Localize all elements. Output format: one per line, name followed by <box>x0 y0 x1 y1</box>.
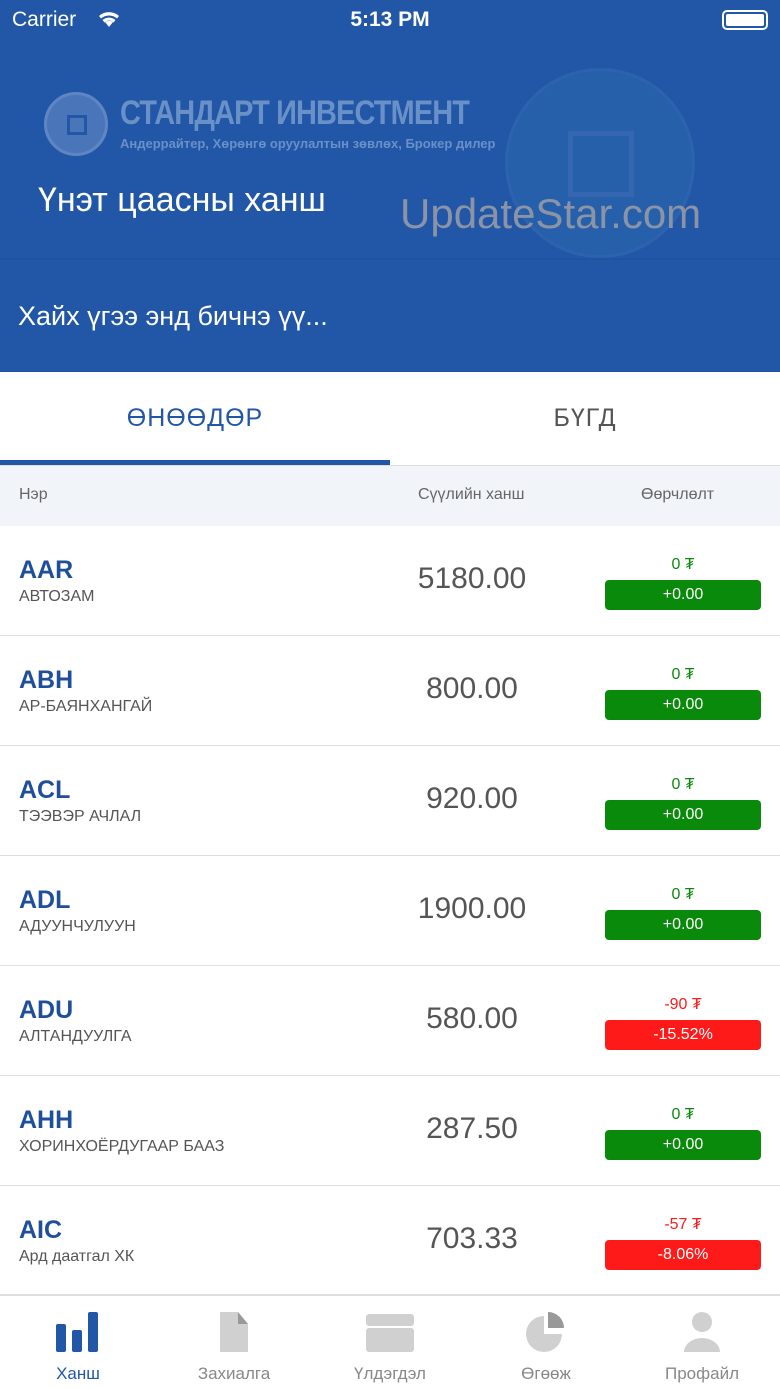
stock-symbol: AHH <box>19 1106 74 1134</box>
search-input[interactable] <box>18 294 758 338</box>
column-change: Өөрчлөлт <box>641 486 715 503</box>
wallet-icon <box>366 1314 414 1352</box>
table-header: Нэр Сүүлийн ханш Өөрчлөлт <box>0 466 780 526</box>
change-percent-badge: -15.52% <box>605 1020 761 1050</box>
stock-name: ТЭЭВЭР АЧЛАЛ <box>19 808 142 825</box>
logo-title: СТАНДАРТ ИНВЕСТМЕНТ <box>120 94 470 132</box>
stock-symbol: ADU <box>19 996 74 1024</box>
table-row[interactable]: ACL ТЭЭВЭР АЧЛАЛ 920.00 0 ₮ +0.00 <box>0 746 780 856</box>
tabs: ӨНӨӨДӨР БҮГД <box>0 372 780 466</box>
nav-item-profile[interactable]: Профайл <box>624 1296 780 1389</box>
last-price: 5180.00 <box>417 562 527 595</box>
tab-bar: Ханш Захиалга Үлдэгдэл Өгөөж Профайл <box>0 1294 780 1387</box>
column-last-price: Сүүлийн ханш <box>418 486 525 503</box>
last-price: 1900.00 <box>417 892 527 925</box>
stock-symbol: ABH <box>19 666 74 694</box>
tab-today[interactable]: ӨНӨӨДӨР <box>126 404 264 432</box>
change-percent-badge: -8.06% <box>605 1240 761 1270</box>
table-row[interactable]: AAR АВТОЗАМ 5180.00 0 ₮ +0.00 <box>0 526 780 636</box>
stock-symbol: ADL <box>19 886 71 914</box>
table-row[interactable]: AIC Ард даатгал ХК 703.33 -57 ₮ -8.06% <box>0 1186 780 1296</box>
background-logo-icon <box>505 68 695 258</box>
stock-name: ХОРИНХОЁРДУГААР БААЗ <box>19 1138 225 1155</box>
stock-name: АЛТАНДУУЛГА <box>19 1028 132 1045</box>
nav-item-balance[interactable]: Үлдэгдэл <box>312 1296 468 1389</box>
search-bar <box>0 258 780 372</box>
nav-label: Захиалга <box>197 1364 271 1383</box>
nav-item-rates[interactable]: Ханш <box>0 1296 156 1389</box>
change-amount: 0 ₮ <box>671 776 695 793</box>
table-row[interactable]: ABH АР-БАЯНХАНГАЙ 800.00 0 ₮ +0.00 <box>0 636 780 746</box>
page-title: Үнэт цаасны ханш <box>38 181 326 219</box>
change-percent-badge: +0.00 <box>605 1130 761 1160</box>
battery-icon <box>722 10 768 30</box>
wifi-icon <box>99 12 119 27</box>
nav-item-orders[interactable]: Захиалга <box>156 1296 312 1389</box>
stock-symbol: AAR <box>19 556 74 584</box>
nav-label: Профайл <box>665 1364 739 1383</box>
table-row[interactable]: ADU АЛТАНДУУЛГА 580.00 -90 ₮ -15.52% <box>0 966 780 1076</box>
logo-subtitle: Андеррайтер, Хөрөнгө оруулалтын зөвлөх, … <box>120 136 496 151</box>
stock-name: АР-БАЯНХАНГАЙ <box>19 698 153 715</box>
pie-chart-icon <box>526 1312 564 1352</box>
change-percent-badge: +0.00 <box>605 800 761 830</box>
clock: 5:13 PM <box>350 8 430 31</box>
last-price: 703.33 <box>426 1222 518 1255</box>
nav-label: Ханш <box>56 1364 100 1383</box>
stock-name: АДУУНЧУЛУУН <box>19 918 136 935</box>
table-row[interactable]: ADL АДУУНЧУЛУУН 1900.00 0 ₮ +0.00 <box>0 856 780 966</box>
document-icon <box>220 1312 248 1352</box>
logo-icon <box>44 92 108 156</box>
stock-symbol: AIC <box>19 1216 63 1244</box>
tab-all[interactable]: БҮГД <box>553 404 617 432</box>
last-price: 287.50 <box>426 1112 518 1145</box>
table-row[interactable]: AHH ХОРИНХОЁРДУГААР БААЗ 287.50 0 ₮ +0.0… <box>0 1076 780 1186</box>
change-percent-badge: +0.00 <box>605 690 761 720</box>
last-price: 800.00 <box>426 672 518 705</box>
status-bar: Carrier 5:13 PM <box>0 0 780 40</box>
carrier: Carrier <box>12 8 77 31</box>
stock-symbol: ACL <box>19 776 71 804</box>
last-price: 580.00 <box>426 1002 518 1035</box>
last-price: 920.00 <box>426 782 518 815</box>
header: Carrier 5:13 PM СТАНДАРТ ИНВЕСТМЕНТ Анде… <box>0 0 780 258</box>
change-amount: -57 ₮ <box>664 1216 702 1233</box>
change-percent-badge: +0.00 <box>605 910 761 940</box>
change-amount: 0 ₮ <box>671 666 695 683</box>
nav-label: Өгөөж <box>521 1364 571 1383</box>
nav-label: Үлдэгдэл <box>354 1364 426 1383</box>
stock-name: Ард даатгал ХК <box>19 1248 135 1265</box>
change-amount: 0 ₮ <box>671 886 695 903</box>
nav-item-yield[interactable]: Өгөөж <box>468 1296 624 1389</box>
change-percent-badge: +0.00 <box>605 580 761 610</box>
column-name: Нэр <box>19 486 48 503</box>
change-amount: 0 ₮ <box>671 556 695 573</box>
watermark: UpdateStar.com <box>400 190 702 237</box>
active-tab-indicator <box>0 460 390 465</box>
change-amount: 0 ₮ <box>671 1106 695 1123</box>
user-icon <box>684 1312 720 1352</box>
bar-chart-icon <box>56 1312 98 1352</box>
change-amount: -90 ₮ <box>664 996 702 1013</box>
stock-name: АВТОЗАМ <box>19 588 95 605</box>
